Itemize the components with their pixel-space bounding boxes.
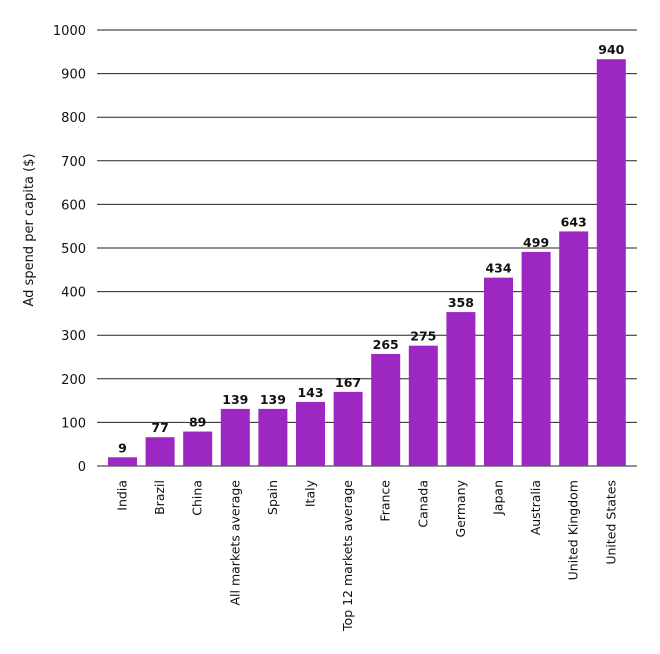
y-axis-title: Ad spend per capita ($): [22, 153, 37, 306]
x-category-label: Spain: [265, 480, 280, 515]
bar: [484, 277, 513, 466]
bar: [258, 408, 288, 466]
x-category-label: Japan: [491, 480, 506, 516]
data-label: 139: [260, 392, 286, 407]
data-label: 434: [485, 261, 511, 276]
data-label: 643: [561, 214, 587, 229]
y-tick-label: 300: [61, 329, 86, 344]
y-tick-label: 400: [61, 286, 86, 301]
y-tick-label: 0: [78, 460, 86, 475]
data-label: 77: [151, 420, 168, 435]
bar: [220, 408, 250, 466]
x-category-label: Top 12 markets average: [340, 480, 355, 632]
data-label: 940: [598, 42, 624, 57]
data-label: 265: [373, 337, 399, 352]
x-category-label: United Kingdom: [566, 480, 581, 580]
x-category-label: Germany: [453, 479, 468, 537]
bar: [296, 401, 325, 466]
y-tick-label: 1000: [53, 24, 86, 39]
bar: [183, 431, 213, 466]
x-category-label: Italy: [303, 479, 318, 507]
y-tick-label: 200: [61, 373, 86, 388]
x-category-label: France: [378, 480, 393, 522]
x-category-label: China: [190, 480, 205, 516]
x-category-label: United States: [603, 480, 618, 565]
bar: [521, 251, 551, 466]
y-tick-label: 500: [61, 242, 86, 257]
y-tick-label: 600: [61, 198, 86, 213]
data-label: 167: [335, 375, 361, 390]
x-axis-category-labels: India Brazil China All markets average Spain…: [115, 479, 619, 632]
data-label: 9: [118, 440, 127, 455]
data-labels: 9 77 89 139 139 143 167 265 275 358 434 499 643 940: [118, 42, 624, 455]
data-label: 139: [222, 392, 248, 407]
bar: [446, 312, 476, 466]
bar: [333, 391, 363, 466]
data-label: 275: [410, 329, 436, 344]
bar: [408, 345, 438, 466]
x-category-label: Canada: [415, 480, 430, 528]
bar: [559, 231, 589, 466]
y-tick-label: 100: [61, 416, 86, 431]
bars: [108, 59, 626, 466]
y-tick-label: 700: [61, 155, 86, 170]
y-tick-label: 800: [61, 111, 86, 126]
x-category-label: All markets average: [227, 480, 242, 606]
bar: [108, 457, 137, 466]
bar: [145, 437, 175, 466]
x-category-label: Australia: [528, 480, 543, 535]
x-category-label: India: [115, 480, 130, 511]
gridlines: [97, 29, 637, 467]
y-tick-label: 900: [61, 68, 86, 83]
y-axis-ticks: 0 100 200 300 400 500 600 700 800 900 1000: [53, 24, 86, 475]
bar: [596, 59, 626, 466]
bar: [371, 353, 401, 466]
data-label: 143: [297, 385, 323, 400]
data-label: 89: [189, 415, 206, 430]
data-label: 499: [523, 235, 549, 250]
x-category-label: Brazil: [152, 480, 167, 515]
data-label: 358: [448, 295, 474, 310]
